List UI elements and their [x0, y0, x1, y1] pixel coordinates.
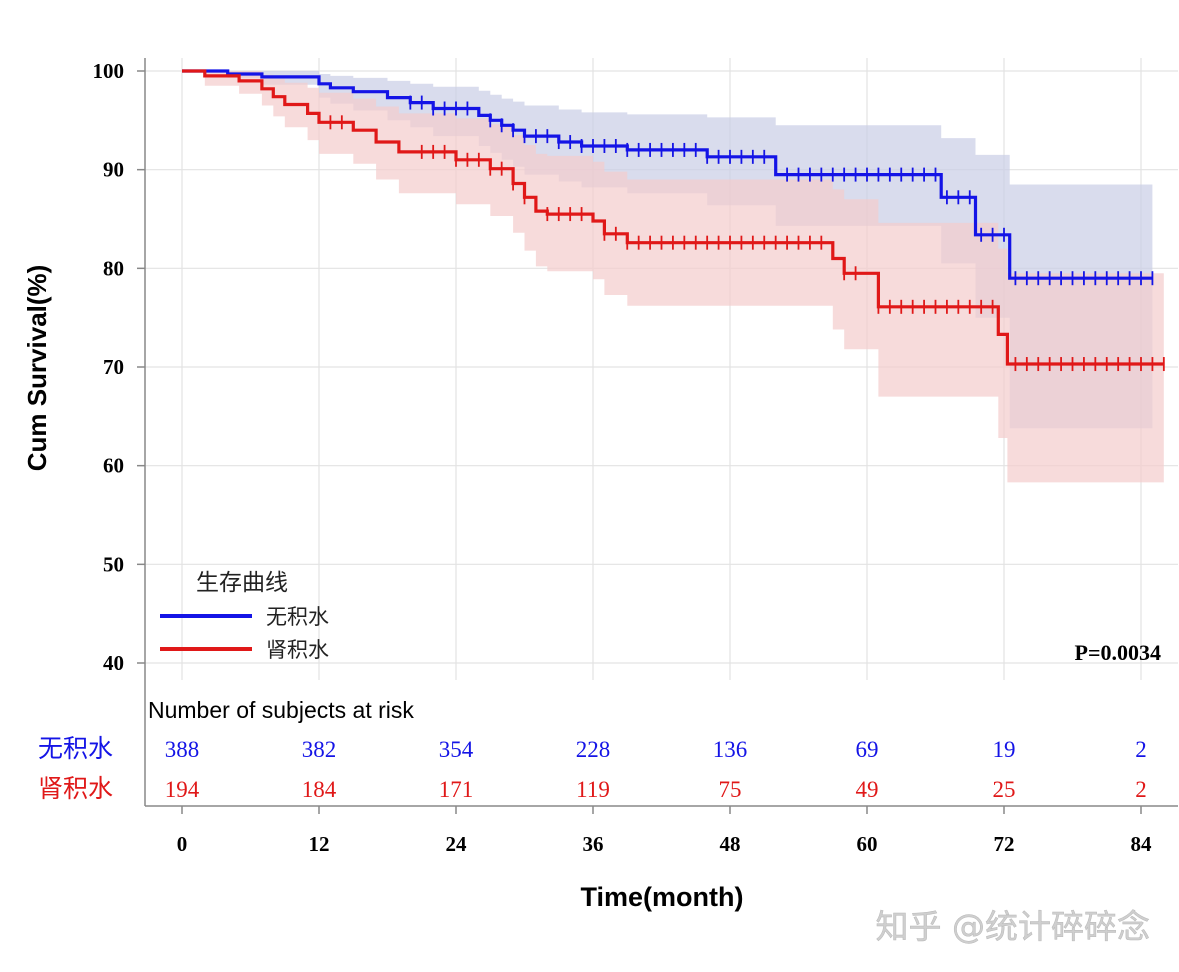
confidence-bands — [182, 71, 1164, 483]
y-tick-label: 50 — [103, 552, 124, 576]
y-tick-label: 70 — [103, 355, 124, 379]
x-tick-label: 84 — [1131, 832, 1153, 856]
y-tick-label: 80 — [103, 256, 124, 280]
y-tick-label: 60 — [103, 454, 124, 478]
x-tick-label: 12 — [309, 832, 330, 856]
x-axis-label: Time(month) — [581, 882, 744, 912]
confidence-band-series-1 — [182, 71, 1153, 429]
x-tick-labels: 0 12 24 36 48 60 72 84 — [177, 832, 1152, 856]
legend-label-series-2: 肾积水 — [266, 638, 329, 662]
legend: 生存曲线 无积水 肾积水 — [160, 570, 329, 662]
y-tick-label: 100 — [93, 59, 125, 83]
risk-count-series-2: 49 — [856, 777, 879, 802]
risk-count-series-1: 228 — [576, 737, 611, 762]
risk-count-series-2: 119 — [576, 777, 610, 802]
y-tick-label: 40 — [103, 651, 124, 675]
risk-count-series-2: 171 — [439, 777, 474, 802]
y-tick-label: 90 — [103, 158, 124, 182]
watermark: 知乎 @统计碎碎念 — [876, 907, 1151, 946]
risk-row-label-series-2: 肾积水 — [38, 774, 113, 803]
risk-count-series-1: 388 — [165, 737, 200, 762]
x-tick-label: 60 — [857, 832, 878, 856]
risk-row-label-series-1: 无积水 — [38, 734, 113, 763]
risk-count-series-1: 382 — [302, 737, 337, 762]
confidence-band-series-2 — [182, 71, 1164, 483]
risk-count-series-1: 354 — [439, 737, 474, 762]
risk-count-series-2: 184 — [302, 777, 337, 802]
x-tick-label: 72 — [994, 832, 1015, 856]
x-tick-label: 24 — [446, 832, 468, 856]
risk-table: 无积水 388 382 354 228 136 69 19 2 肾积水 194 184 171 119 75… — [38, 734, 1147, 803]
x-tick-label: 36 — [583, 832, 604, 856]
x-tick-label: 0 — [177, 832, 188, 856]
y-axis-label: Cum Survival(%) — [22, 265, 52, 472]
axes — [137, 58, 1178, 814]
p-value-annotation: P=0.0034 — [1075, 640, 1161, 665]
risk-count-series-1: 2 — [1135, 737, 1147, 762]
censor-marks — [329, 95, 1165, 372]
legend-label-series-1: 无积水 — [266, 605, 329, 629]
risk-count-series-1: 136 — [713, 737, 748, 762]
risk-count-series-1: 69 — [856, 737, 879, 762]
legend-title: 生存曲线 — [196, 570, 288, 596]
risk-count-series-2: 194 — [165, 777, 200, 802]
risk-count-series-2: 2 — [1135, 777, 1147, 802]
x-tick-label: 48 — [720, 832, 741, 856]
risk-count-series-2: 25 — [993, 777, 1016, 802]
risk-table-title: Number of subjects at risk — [148, 697, 414, 723]
y-tick-labels: 40 50 60 70 80 90 100 — [93, 59, 125, 675]
risk-count-series-2: 75 — [719, 777, 742, 802]
risk-count-series-1: 19 — [993, 737, 1016, 762]
